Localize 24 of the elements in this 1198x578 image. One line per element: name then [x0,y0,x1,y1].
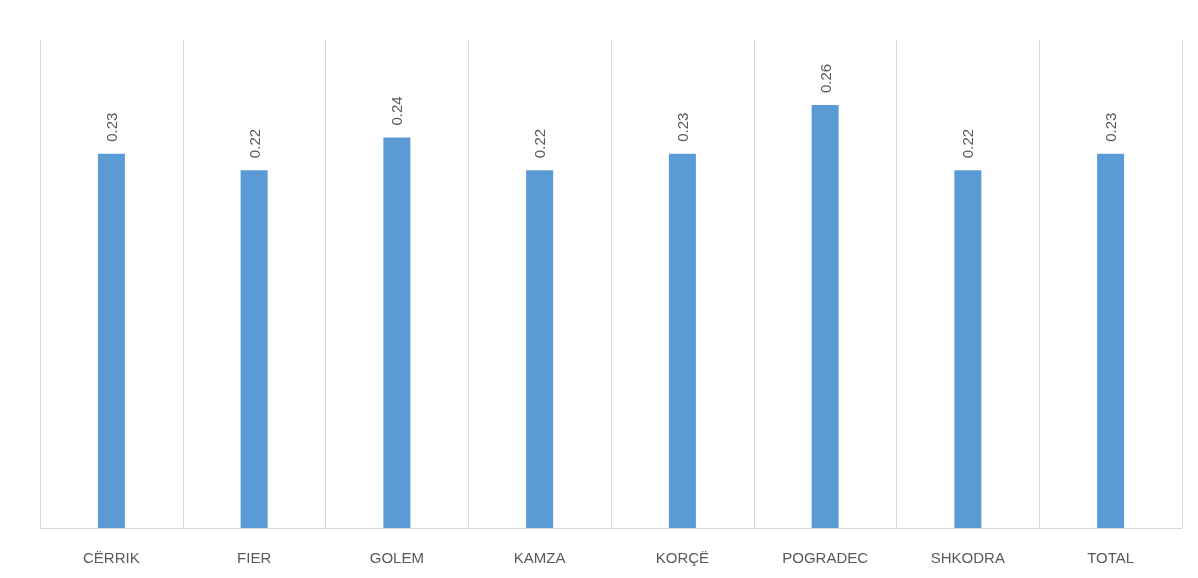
x-tick-label: GOLEM [369,549,424,566]
bar [954,170,982,528]
data-label: 0.23 [673,112,691,142]
bar [240,170,268,528]
x-tick-label: KORÇË [655,549,710,566]
data-label: 0.22 [959,128,977,159]
x-tick-label: CËRRIK [83,549,140,566]
data-label: 0.23 [102,112,120,142]
x-tick-label: SHKODRA [930,549,1005,566]
data-label: 0.22 [245,128,263,159]
bar [1097,153,1125,528]
x-tick-label: TOTAL [1087,549,1135,566]
x-tick-label: FIER [237,549,272,566]
data-label: 0.22 [531,128,549,159]
bar [668,153,696,528]
data-label: 0.26 [816,63,834,94]
bar [97,153,125,528]
data-label: 0.23 [1102,112,1120,142]
bar [383,137,411,528]
x-tick-label: KAMZA [513,549,566,566]
bar [811,105,839,528]
data-label: 0.24 [388,96,406,126]
bar [526,170,554,528]
x-tick-label: POGRADEC [782,549,869,566]
